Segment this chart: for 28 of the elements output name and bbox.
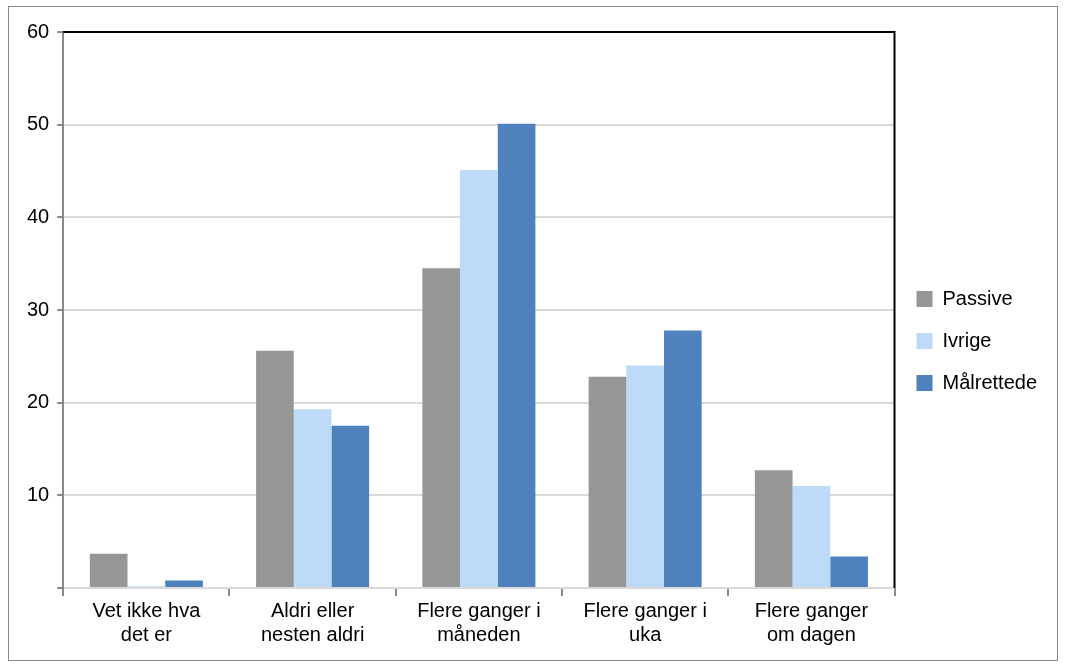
- bar: [422, 268, 461, 587]
- bar: [663, 330, 702, 587]
- bar: [497, 123, 536, 587]
- bar: [89, 553, 128, 587]
- bar: [830, 556, 868, 587]
- y-tick-label: 10: [27, 482, 50, 505]
- bar: [588, 376, 627, 587]
- y-tick-label: 50: [27, 112, 50, 135]
- y-tick-label: 30: [27, 297, 50, 320]
- legend-label: Målrettede: [942, 370, 1038, 393]
- x-tick-label: Flere ganger i måneden: [417, 598, 541, 645]
- bar: [293, 409, 332, 587]
- bar: [331, 425, 370, 587]
- bar: [754, 470, 793, 587]
- y-tick-label: 40: [27, 204, 50, 227]
- y-tick-label: 60: [27, 19, 50, 42]
- x-tick-label: Aldri eller nesten aldri: [260, 598, 365, 645]
- legend-label: Passive: [942, 286, 1013, 309]
- bar: [460, 170, 498, 587]
- bar: [626, 365, 664, 587]
- bar: [165, 580, 203, 587]
- bar: [792, 486, 831, 587]
- y-tick-label: 20: [27, 390, 50, 413]
- legend-label: Ivrige: [942, 328, 992, 351]
- x-tick-label: Vet ikke hva det er: [92, 598, 202, 645]
- x-tick-label: Flere ganger om dagen: [754, 598, 869, 645]
- bar: [256, 350, 294, 587]
- x-tick-label: Flere ganger i uka: [583, 598, 707, 645]
